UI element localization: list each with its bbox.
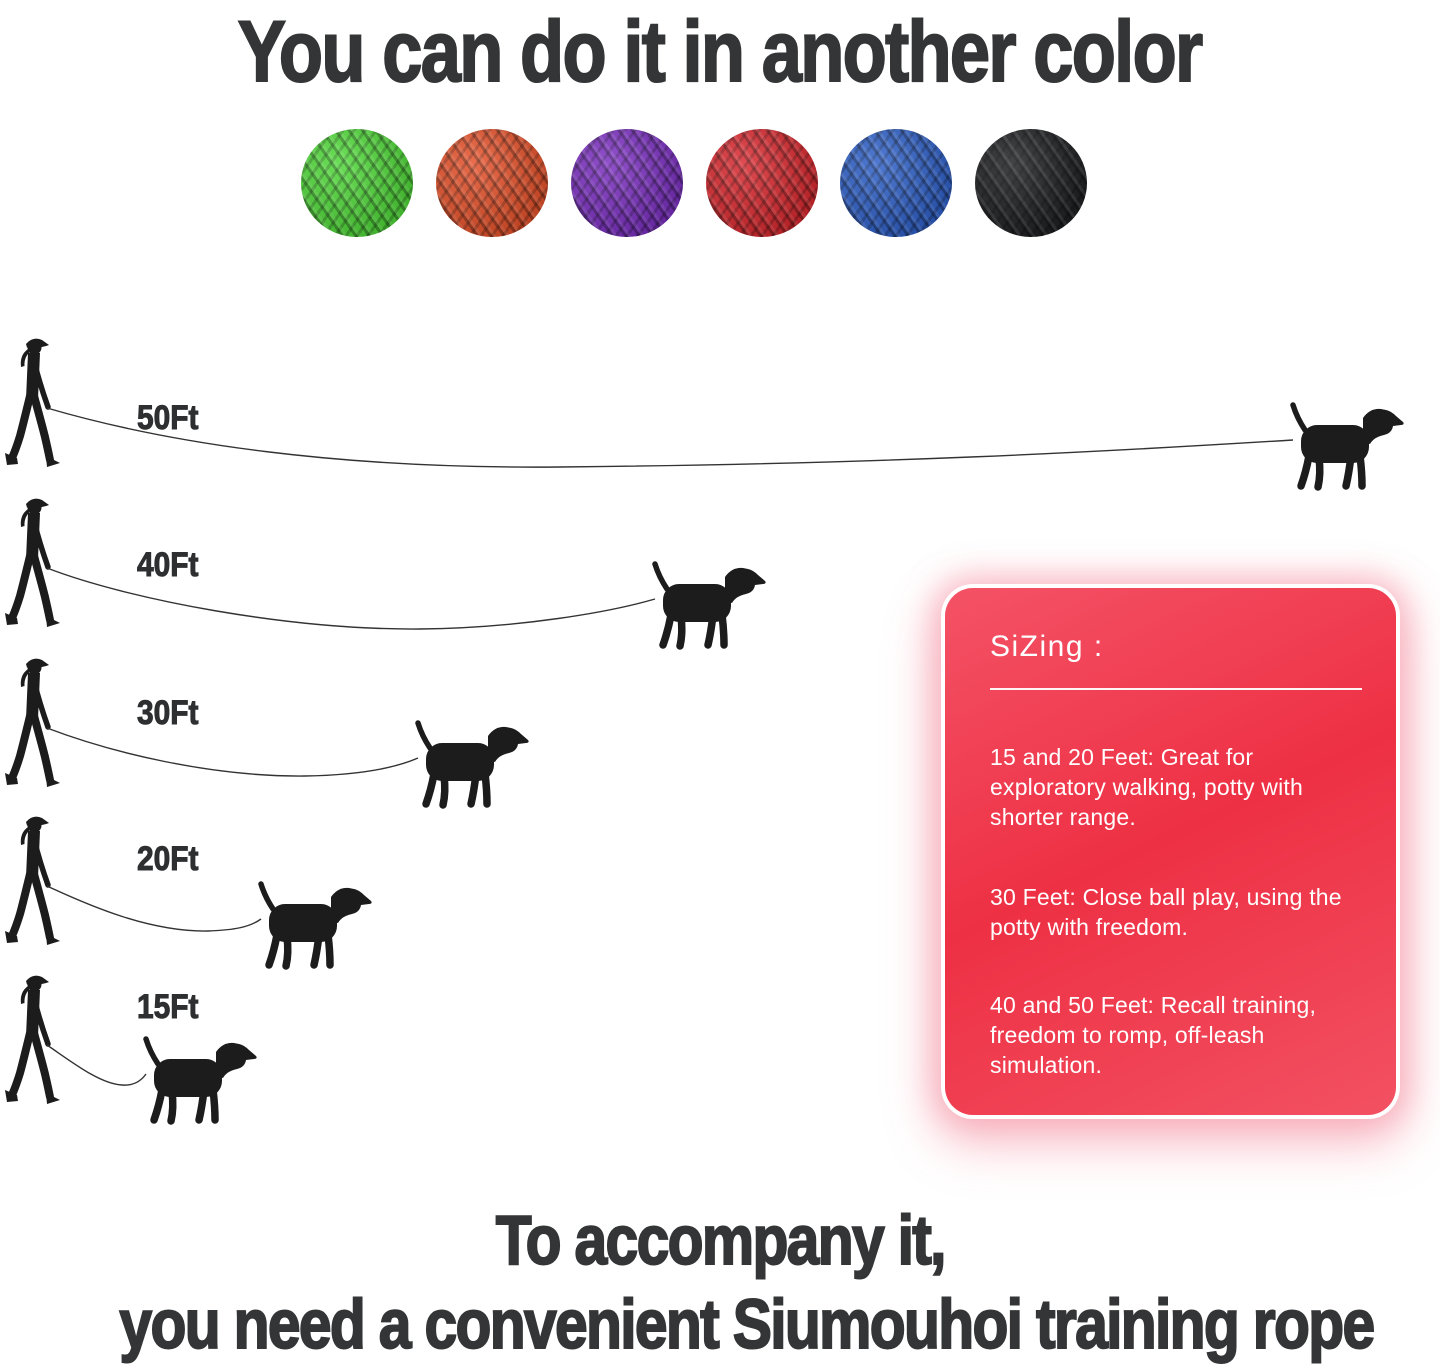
length-label-30ft: 30Ft (137, 694, 199, 733)
leash-line-40ft (46, 567, 656, 630)
person-silhouette-50ft (5, 339, 60, 467)
length-label-40ft: 40Ft (137, 546, 199, 585)
footer-line-2: you need a convenient Siumouhoi training… (0, 1282, 1440, 1366)
sizing-card-heading: SiZing : (990, 630, 1104, 663)
length-label-50ft: 50Ft (137, 399, 199, 438)
person-silhouette-15ft (5, 976, 60, 1104)
leash-line-15ft (46, 1044, 147, 1086)
footer-tagline: To accompany it, you need a convenient S… (0, 1198, 1440, 1366)
color-swatch-green (301, 129, 413, 237)
footer-line-2-text: you need a convenient Siumouhoi training… (119, 1284, 1376, 1364)
sizing-paragraph-30ft: 30 Feet: Close ball play, using the pott… (990, 884, 1342, 940)
color-swatch-black (975, 129, 1087, 237)
color-swatch-red (706, 129, 818, 237)
person-silhouette-30ft (5, 659, 60, 787)
footer-line-1: To accompany it, (0, 1198, 1440, 1282)
color-swatch-purple (571, 129, 683, 237)
person-silhouette-40ft (5, 499, 60, 627)
sizing-paragraph-40-50ft: 40 and 50 Feet: Recall training, freedom… (990, 992, 1317, 1078)
leash-line-30ft (46, 727, 419, 777)
dog-silhouette-50ft (1293, 405, 1404, 487)
person-silhouette-20ft (5, 817, 60, 945)
footer-line-1-text: To accompany it, (495, 1200, 947, 1280)
length-label-20ft: 20Ft (137, 840, 199, 879)
sizing-card-divider (990, 688, 1362, 690)
dog-silhouette-30ft (418, 723, 529, 805)
page-title-text: You can do it in another color (237, 3, 1204, 101)
sizing-card: SiZing : 15 and 20 Feet: Great for explo… (945, 588, 1396, 1115)
color-swatch-blue (840, 129, 952, 237)
length-label-15ft: 15Ft (137, 988, 199, 1027)
dog-silhouette-20ft (261, 884, 372, 966)
color-swatch-orange (436, 129, 548, 237)
dog-silhouette-15ft (146, 1039, 257, 1121)
dog-silhouette-40ft (655, 564, 766, 646)
leash-line-50ft (46, 407, 1294, 468)
sizing-paragraph-15-20ft: 15 and 20 Feet: Great for exploratory wa… (990, 744, 1304, 830)
leash-line-20ft (46, 885, 262, 932)
page-title: You can do it in another color (0, 3, 1440, 101)
